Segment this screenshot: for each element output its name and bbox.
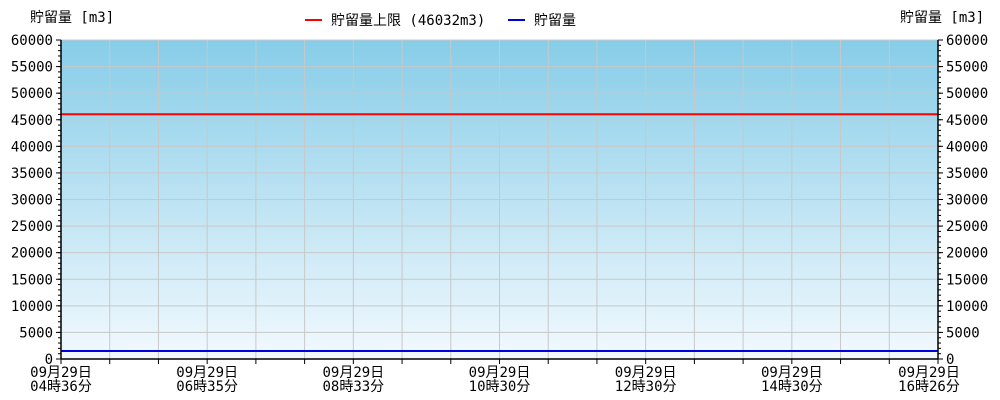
y-tick-label-right: 20000 (946, 246, 988, 262)
y-tick-label-left: 25000 (11, 219, 53, 235)
y-tick-label-right: 40000 (946, 139, 988, 155)
x-tick-label: 08時33分 (322, 379, 384, 395)
y-tick-label-left: 55000 (11, 60, 53, 76)
y-tick-label-left: 5000 (19, 325, 53, 341)
y-tick-label-left: 0 (45, 352, 53, 368)
legend-label-storage: 貯留量 (534, 13, 576, 29)
y-tick-label-right: 50000 (946, 86, 988, 102)
y-axis-label-left: 貯留量 [m3] (30, 10, 114, 26)
x-tick-label: 12時30分 (615, 379, 677, 395)
y-tick-label-left: 40000 (11, 139, 53, 155)
x-tick-label: 09月29日 (30, 365, 92, 381)
y-tick-label-left: 10000 (11, 299, 53, 315)
legend-label-limit: 貯留量上限 (46032m3) (331, 13, 485, 29)
y-tick-label-right: 10000 (946, 299, 988, 315)
x-tick-label: 04時36分 (30, 379, 92, 395)
y-tick-label-right: 25000 (946, 219, 988, 235)
legend: 貯留量上限 (46032m3) 貯留量 (305, 13, 576, 29)
y-tick-label-left: 50000 (11, 86, 53, 102)
x-tick-label: 09月29日 (761, 365, 823, 381)
y-tick-label-right: 35000 (946, 166, 988, 182)
x-tick-label: 09月29日 (469, 365, 531, 381)
y-tick-label-right: 45000 (946, 113, 988, 129)
y-tick-label-left: 35000 (11, 166, 53, 182)
x-tick-label: 16時26分 (898, 379, 960, 395)
y-axis-label-right: 貯留量 [m3] (900, 10, 984, 26)
x-tick-label: 09月29日 (176, 365, 238, 381)
y-tick-label-left: 45000 (11, 113, 53, 129)
y-tick-label-right: 60000 (946, 33, 988, 49)
x-tick-label: 09月29日 (898, 365, 960, 381)
x-tick-label: 14時30分 (761, 379, 823, 395)
y-tick-label-left: 30000 (11, 193, 53, 209)
y-tick-label-right: 15000 (946, 272, 988, 288)
y-tick-label-right: 5000 (946, 325, 980, 341)
x-tick-label: 10時30分 (469, 379, 531, 395)
y-tick-label-left: 15000 (11, 272, 53, 288)
y-tick-label-left: 60000 (11, 33, 53, 49)
y-tick-label-right: 55000 (946, 60, 988, 76)
y-tick-label-right: 0 (946, 352, 954, 368)
x-tick-label: 09月29日 (615, 365, 677, 381)
x-tick-label: 06時35分 (176, 379, 238, 395)
y-tick-label-left: 20000 (11, 246, 53, 262)
x-tick-label: 09月29日 (322, 365, 384, 381)
y-tick-label-right: 30000 (946, 193, 988, 209)
